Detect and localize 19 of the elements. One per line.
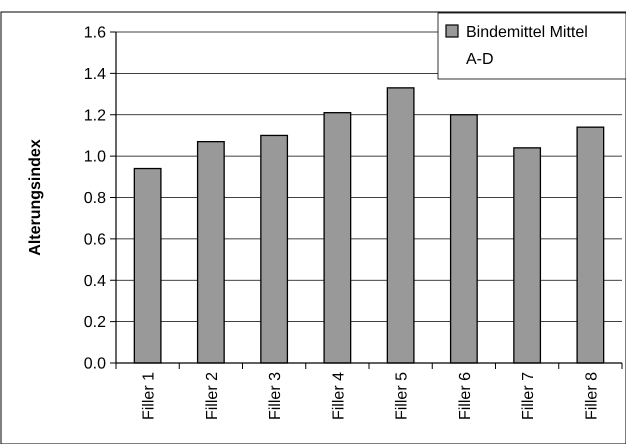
y-tick-label: 0.2 xyxy=(84,314,106,332)
y-tick-label: 1.4 xyxy=(84,66,106,83)
y-tick-label: 0.6 xyxy=(84,231,106,248)
x-tick-label: Filler 3 xyxy=(267,372,284,420)
y-tick-label: 0.0 xyxy=(84,356,106,373)
x-tick-label: Filler 1 xyxy=(140,372,158,420)
x-tick-label: Filler 8 xyxy=(583,372,600,420)
y-axis-title: Alterungsindex xyxy=(27,139,44,256)
y-tick-label: 1.0 xyxy=(84,148,106,166)
x-tick-label: Filler 6 xyxy=(456,372,474,420)
y-tick-label: 0.4 xyxy=(84,272,106,290)
x-tick-label: Filler 4 xyxy=(330,372,348,420)
legend-label: Bindemittel Mittel A-D xyxy=(466,24,588,68)
y-tick-label: 1.6 xyxy=(84,24,106,42)
y-tick-label: 0.8 xyxy=(84,190,106,208)
y-tick-label: 1.2 xyxy=(84,107,106,124)
x-tick-label: Filler 7 xyxy=(520,372,538,420)
x-tick-label: Filler 2 xyxy=(204,372,221,420)
x-tick-label: Filler 5 xyxy=(394,372,411,420)
